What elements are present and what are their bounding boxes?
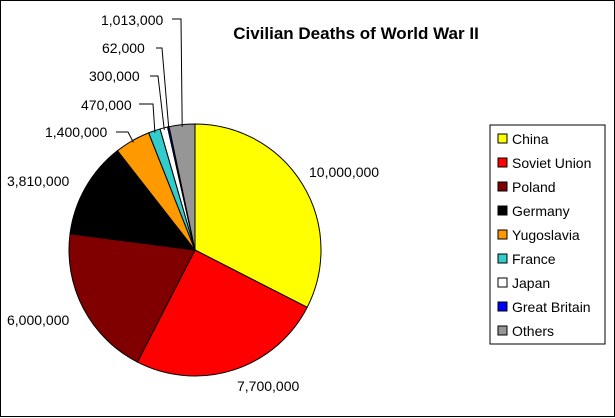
legend-swatch-japan xyxy=(497,277,508,288)
legend-swatch-great-britain xyxy=(497,301,508,312)
legend-label-china: China xyxy=(512,131,549,147)
leader-line-japan xyxy=(150,75,165,130)
legend-swatch-china xyxy=(497,133,508,144)
leader-line-france xyxy=(139,103,156,133)
legend-swatch-germany xyxy=(497,205,508,216)
legend-label-germany: Germany xyxy=(512,203,570,219)
legend-label-france: France xyxy=(512,251,556,267)
legend-box xyxy=(489,124,606,345)
leader-lines xyxy=(116,18,183,143)
pie-slice-poland xyxy=(68,233,196,363)
legend-label-japan: Japan xyxy=(512,275,550,291)
chart-title: Civilian Deaths of World War II xyxy=(233,24,479,43)
legend-swatch-others xyxy=(497,325,508,336)
pie-slice-soviet-union xyxy=(136,249,308,377)
data-label-china: 10,000,000 xyxy=(309,164,379,180)
data-label-others: 1,013,000 xyxy=(101,12,163,28)
leader-line-others xyxy=(172,18,183,127)
pie-slices xyxy=(68,123,322,377)
data-label-germany: 3,810,000 xyxy=(7,173,69,189)
data-label-japan: 300,000 xyxy=(89,68,140,84)
pie-slice-china xyxy=(194,123,322,308)
legend-swatch-poland xyxy=(497,181,508,192)
legend-label-soviet-union: Soviet Union xyxy=(512,155,591,171)
legend-swatch-soviet-union xyxy=(497,157,508,168)
data-labels: 10,000,000 7,700,000 6,000,000 3,810,000 1,4… xyxy=(7,12,379,394)
leader-line-yugoslavia xyxy=(116,131,134,143)
legend: China Soviet Union Poland Germany Yugoslavia… xyxy=(489,124,606,345)
legend-label-others: Others xyxy=(512,323,554,339)
legend-label-poland: Poland xyxy=(512,179,556,195)
legend-label-great-britain: Great Britain xyxy=(512,299,591,315)
legend-swatch-france xyxy=(497,253,508,264)
data-label-soviet-union: 7,700,000 xyxy=(237,378,299,394)
data-label-great-britain: 62,000 xyxy=(102,40,145,56)
data-label-yugoslavia: 1,400,000 xyxy=(45,124,107,140)
data-label-france: 470,000 xyxy=(81,97,132,113)
pie-slice-germany xyxy=(69,149,197,251)
data-label-poland: 6,000,000 xyxy=(7,312,69,328)
legend-swatch-yugoslavia xyxy=(497,229,508,240)
leader-line-great-britain xyxy=(156,47,170,129)
legend-label-yugoslavia: Yugoslavia xyxy=(512,227,580,243)
